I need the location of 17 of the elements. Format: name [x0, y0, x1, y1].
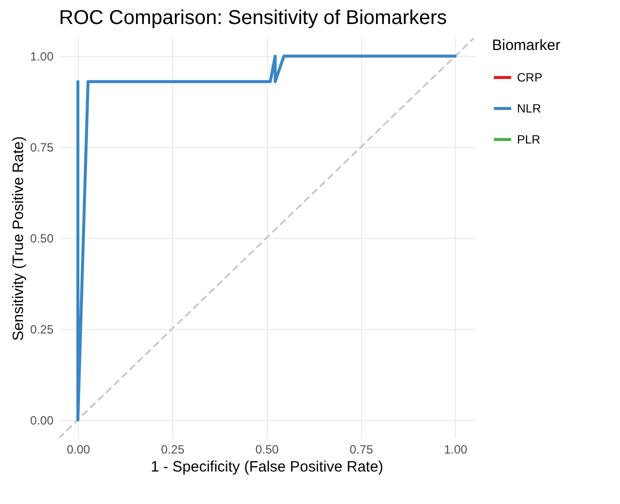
x-tick-label: 0.75: [350, 442, 374, 456]
y-tick-label: 1.00: [30, 50, 54, 64]
x-tick-label: 1.00: [444, 442, 468, 456]
y-axis-title: Sensitivity (True Positive Rate): [10, 136, 28, 341]
x-axis-title: 1 - Specificity (False Positive Rate): [150, 458, 384, 476]
x-tick-label: 0.50: [255, 442, 279, 456]
x-tick-label: 0.00: [66, 442, 90, 456]
chart-title: ROC Comparison: Sensitivity of Biomarkers: [59, 7, 447, 29]
legend-label: CRP: [517, 70, 542, 84]
y-tick-label: 0.50: [30, 232, 54, 246]
legend-label: NLR: [517, 102, 542, 116]
y-tick-label: 0.25: [30, 322, 54, 336]
y-tick-label: 0.75: [30, 140, 54, 155]
y-tick-label: 0.00: [30, 413, 54, 428]
legend-title: Biomarker: [492, 37, 560, 54]
legend-label: PLR: [517, 132, 541, 146]
x-tick-label: 0.25: [161, 442, 185, 456]
